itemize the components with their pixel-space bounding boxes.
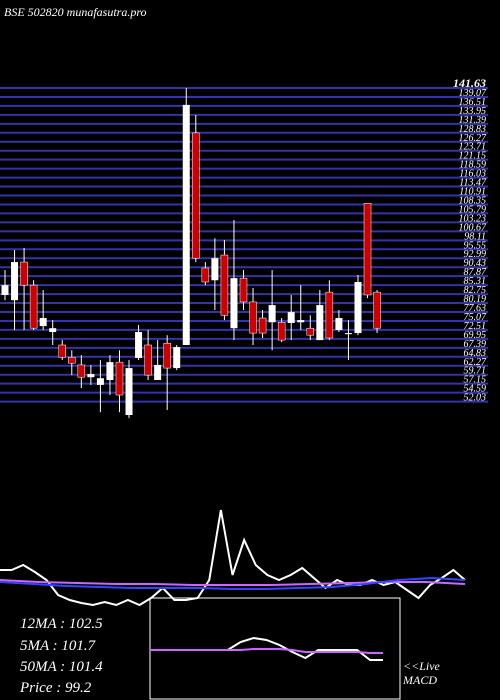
candle-body [182, 104, 190, 345]
y-tick-label: 128.83 [459, 124, 487, 135]
candle-body [173, 347, 181, 369]
y-tick-label: 62.27 [464, 357, 488, 368]
candle-body [239, 277, 248, 303]
candle-body [96, 378, 104, 385]
candle-body [58, 344, 66, 358]
candle-body [249, 301, 257, 334]
candle-body [211, 258, 219, 281]
y-tick-label: 133.95 [459, 106, 487, 117]
ma-label: 5MA : 101.7 [20, 638, 97, 654]
y-tick-label: 123.71 [459, 142, 487, 153]
y-tick-label: 75.07 [464, 312, 488, 323]
macd-box [149, 597, 401, 700]
candle-body [277, 321, 286, 341]
y-tick-label: 95.55 [464, 240, 487, 251]
candle-body [258, 317, 267, 334]
y-tick-label: 108.35 [459, 195, 487, 206]
y-tick-label: 77.63 [464, 303, 487, 314]
y-tick-label: 136.51 [459, 97, 487, 108]
live-label: <<Live [403, 659, 441, 673]
y-tick-label: 110.91 [459, 187, 486, 198]
candle-body [306, 327, 315, 336]
candle-body [363, 203, 372, 296]
candle-body [316, 305, 324, 341]
candle-body [106, 362, 114, 380]
candle-body [325, 291, 334, 339]
candle-body [29, 284, 38, 329]
candle-body [344, 333, 352, 335]
y-tick-label: 116.03 [459, 169, 486, 180]
y-tick-label: 100.67 [459, 222, 488, 233]
candle-body [163, 342, 171, 369]
y-tick-label: 121.15 [459, 151, 487, 162]
y-tick-label: 139.07 [459, 88, 488, 99]
candle-body [125, 368, 133, 415]
indicators-line [0, 576, 466, 590]
candle-body [11, 262, 19, 301]
y-tick-label: 82.75 [464, 285, 487, 296]
candle-body [144, 344, 152, 376]
y-tick-label: 87.87 [464, 267, 488, 278]
candle-body [135, 332, 143, 358]
candle-body [201, 267, 210, 283]
candle-body [39, 318, 47, 327]
candle-body [115, 361, 124, 396]
candle-body [192, 132, 200, 259]
macd-line [150, 648, 383, 654]
indicators-line [0, 509, 466, 607]
y-tick-label: 126.27 [459, 133, 488, 144]
ma-label: 12MA : 102.5 [20, 616, 103, 632]
y-tick-label: 103.23 [459, 213, 487, 224]
y-tick-label: 67.39 [464, 339, 487, 350]
y-tick-label: 72.51 [464, 321, 487, 332]
y-tick-label: 113.47 [459, 178, 487, 189]
y-tick-label: 80.19 [464, 294, 487, 305]
y-tick-label: 52.03 [464, 393, 487, 404]
candle-body [20, 261, 28, 286]
y-tick-label: 141.63 [453, 76, 486, 90]
candle-body [297, 320, 305, 323]
y-tick-label: 85.31 [464, 276, 487, 287]
y-tick-label: 90.43 [464, 258, 487, 269]
ma-label: 50MA : 101.4 [20, 659, 103, 675]
candle-body [230, 278, 238, 329]
candle-body [268, 305, 276, 323]
y-tick-label: 64.83 [464, 348, 487, 359]
candle-body [49, 328, 57, 333]
y-tick-label: 59.71 [464, 366, 487, 377]
candle-body [287, 312, 295, 323]
y-tick-label: 54.59 [464, 384, 487, 395]
candle-body [1, 285, 9, 295]
candle-body [154, 364, 162, 380]
candle-body [68, 356, 76, 364]
candle-body [335, 318, 343, 330]
chart-title: BSE 502820 munafasutra.pro [4, 5, 147, 19]
y-tick-label: 57.15 [464, 375, 487, 386]
candle-body [354, 281, 362, 334]
y-tick-label: 98.11 [464, 231, 486, 242]
y-tick-label: 92.99 [464, 249, 487, 260]
candle-body [87, 374, 95, 378]
y-tick-label: 105.79 [459, 204, 487, 215]
candle-body [77, 364, 86, 378]
candle-body [220, 254, 229, 316]
macd-label: MACD [402, 673, 437, 687]
y-tick-label: 69.95 [464, 330, 487, 341]
candle-body [373, 291, 381, 329]
y-tick-label: 118.59 [459, 160, 486, 171]
price-label: Price : 99.2 [19, 680, 92, 696]
y-tick-label: 131.39 [459, 115, 487, 126]
